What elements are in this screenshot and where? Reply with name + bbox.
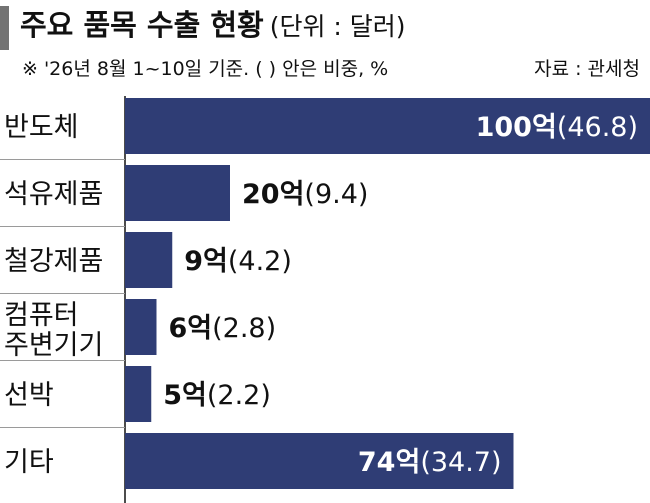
bar bbox=[125, 366, 152, 422]
category-label: 컴퓨터 주변기기 bbox=[4, 300, 103, 361]
data-label-share: (9.4) bbox=[304, 179, 368, 210]
category-label-line: 철강제품 bbox=[4, 246, 103, 277]
data-label-value: 9억 bbox=[184, 246, 228, 277]
data-label-value: 5억 bbox=[163, 380, 207, 411]
category-label-line: 주변기기 bbox=[4, 330, 103, 361]
bar bbox=[125, 98, 650, 154]
header-accent-bar bbox=[0, 6, 9, 50]
data-label: 74억(34.7) bbox=[358, 447, 502, 478]
source-label: 자료 : 관세청 bbox=[534, 58, 640, 80]
data-label: 100억(46.8) bbox=[476, 112, 638, 143]
chart-title: 주요 품목 수출 현황 (단위 : 달러) bbox=[20, 2, 406, 44]
data-label-share: (2.2) bbox=[207, 380, 271, 411]
category-label-line: 석유제품 bbox=[4, 179, 103, 210]
category-label-line: 컴퓨터 bbox=[4, 300, 79, 331]
data-label-share: (2.8) bbox=[212, 313, 276, 344]
data-label-share: (46.8) bbox=[557, 112, 638, 143]
bar bbox=[125, 165, 230, 221]
data-label: 20억(9.4) bbox=[242, 179, 368, 210]
category-label: 반도체 bbox=[4, 112, 79, 143]
data-label: 9억(4.2) bbox=[184, 246, 292, 277]
category-label: 선박 bbox=[4, 380, 54, 411]
chart-title-text: 주요 품목 수출 현황 bbox=[20, 8, 264, 42]
category-label: 철강제품 bbox=[4, 246, 103, 277]
data-label-share: (34.7) bbox=[420, 447, 501, 478]
footnote: ※ '26년 8월 1~10일 기준. ( ) 안은 비중, % bbox=[22, 58, 389, 80]
category-label-line: 선박 bbox=[4, 380, 54, 411]
data-label-share: (4.2) bbox=[228, 246, 292, 277]
category-label-line: 반도체 bbox=[4, 112, 79, 143]
bar bbox=[125, 299, 157, 355]
data-label-value: 20억 bbox=[242, 179, 304, 210]
data-label-value: 6억 bbox=[169, 313, 213, 344]
category-label: 석유제품 bbox=[4, 179, 103, 210]
data-label: 6억(2.8) bbox=[169, 313, 277, 344]
data-label-value: 100억 bbox=[476, 112, 557, 143]
unit-label: (단위 : 달러) bbox=[269, 12, 406, 41]
category-label-line: 기타 bbox=[4, 447, 54, 478]
data-label: 5억(2.2) bbox=[163, 380, 271, 411]
category-label: 기타 bbox=[4, 447, 54, 478]
bar bbox=[125, 232, 173, 288]
data-label-value: 74억 bbox=[358, 447, 420, 478]
bar bbox=[125, 433, 514, 489]
